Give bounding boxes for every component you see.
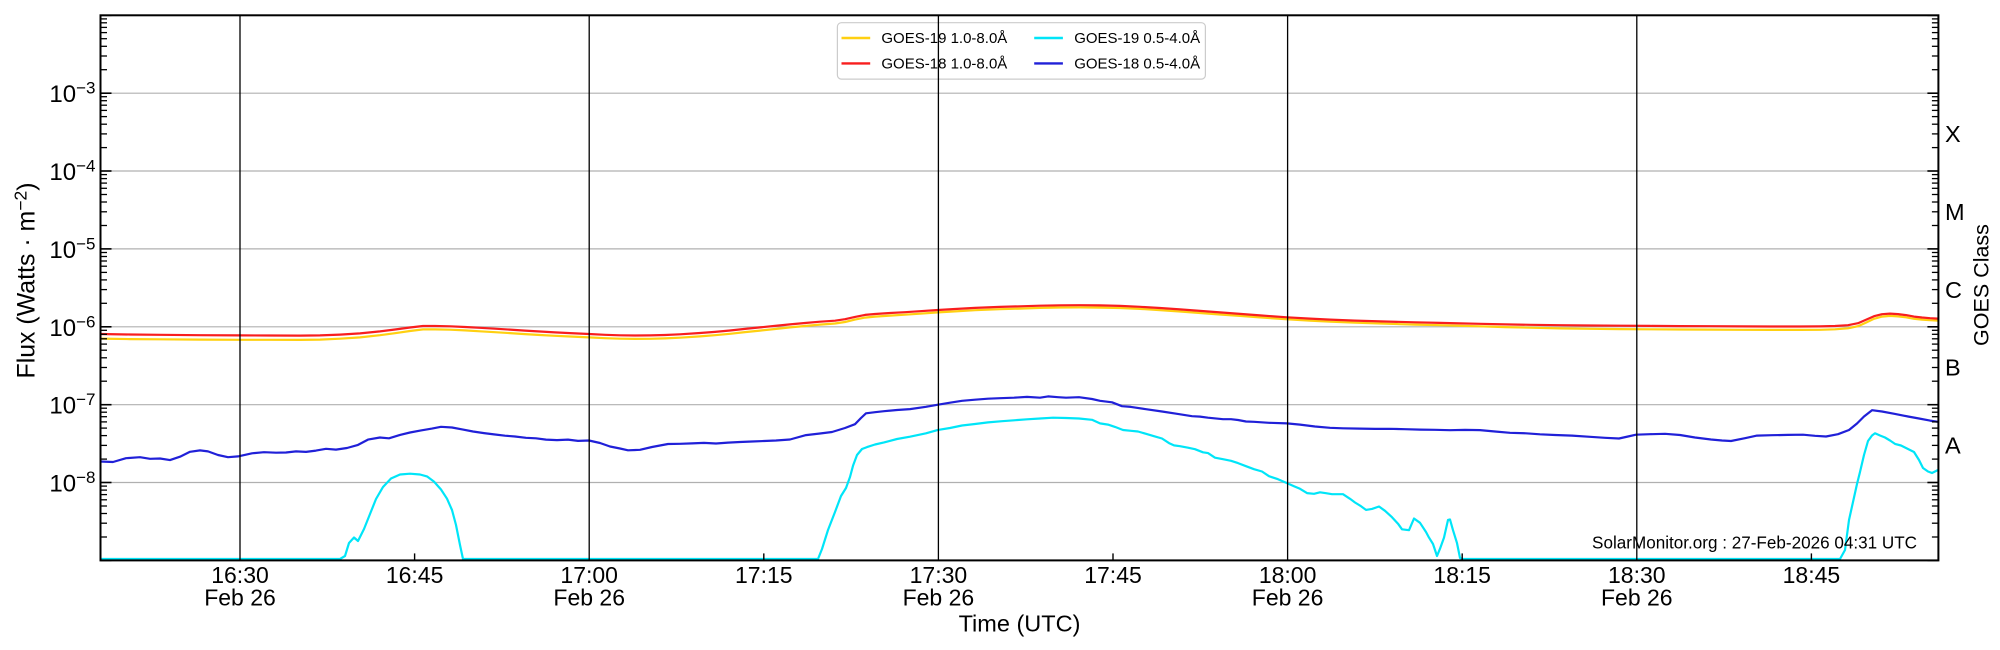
svg-text:Flux (Watts · m−2): Flux (Watts · m−2) [11, 182, 41, 378]
svg-text:Time (UTC): Time (UTC) [959, 611, 1081, 637]
svg-text:Feb 26: Feb 26 [1601, 585, 1673, 611]
svg-text:17:00: 17:00 [560, 562, 618, 588]
svg-text:16:45: 16:45 [386, 562, 444, 588]
svg-text:17:15: 17:15 [735, 562, 793, 588]
svg-text:GOES-18 1.0-8.0Å: GOES-18 1.0-8.0Å [881, 55, 1007, 72]
svg-text:17:45: 17:45 [1084, 562, 1142, 588]
svg-text:X: X [1945, 121, 1961, 147]
svg-text:GOES-18 0.5-4.0Å: GOES-18 0.5-4.0Å [1074, 55, 1200, 72]
svg-text:18:45: 18:45 [1783, 562, 1841, 588]
svg-text:Feb 26: Feb 26 [553, 585, 625, 611]
svg-text:Feb 26: Feb 26 [1252, 585, 1324, 611]
svg-text:18:15: 18:15 [1433, 562, 1491, 588]
svg-text:10−6: 10−6 [49, 312, 95, 342]
svg-text:Feb 26: Feb 26 [204, 585, 276, 611]
svg-text:GOES-19 1.0-8.0Å: GOES-19 1.0-8.0Å [881, 30, 1007, 47]
svg-text:18:00: 18:00 [1259, 562, 1317, 588]
svg-text:16:30: 16:30 [211, 562, 269, 588]
svg-text:17:30: 17:30 [910, 562, 968, 588]
svg-text:GOES Class: GOES Class [1969, 224, 1993, 346]
svg-text:A: A [1945, 433, 1961, 459]
svg-text:M: M [1945, 199, 1965, 225]
svg-text:GOES-19 0.5-4.0Å: GOES-19 0.5-4.0Å [1074, 30, 1200, 47]
svg-text:B: B [1945, 355, 1961, 381]
svg-text:C: C [1945, 277, 1962, 303]
svg-text:Feb 26: Feb 26 [903, 585, 975, 611]
svg-text:SolarMonitor.org : 27-Feb-2026: SolarMonitor.org : 27-Feb-2026 04:31 UTC [1592, 534, 1917, 553]
svg-text:18:30: 18:30 [1608, 562, 1666, 588]
